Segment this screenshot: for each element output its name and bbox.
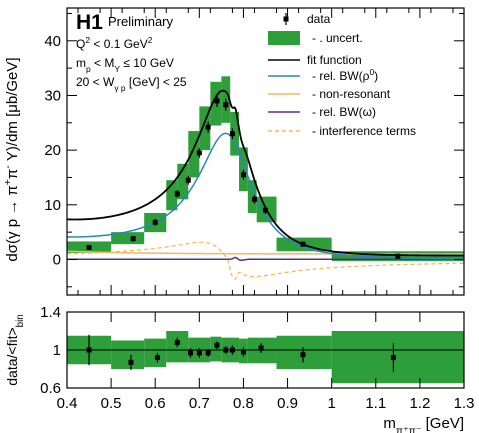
ratio-point-3 bbox=[174, 337, 180, 348]
ratio-uncert-box-1 bbox=[111, 340, 145, 369]
x-tick-label: 1.2 bbox=[409, 395, 430, 412]
data-point-9 bbox=[229, 128, 235, 140]
omega-bw-curve bbox=[67, 256, 464, 262]
ratio-point-12 bbox=[300, 347, 306, 363]
ratio-point-10 bbox=[240, 347, 246, 357]
main-frame bbox=[66, 7, 465, 296]
legend-label-omega: - rel. BW(ω) bbox=[312, 105, 376, 119]
data-point-14 bbox=[395, 253, 401, 259]
data-point-8 bbox=[223, 98, 229, 111]
legend-entry-omega: - rel. BW(ω) bbox=[268, 105, 376, 119]
data-point-5 bbox=[196, 147, 202, 158]
uncert-box-6 bbox=[199, 106, 211, 151]
ratio-uncert-box-10 bbox=[331, 331, 464, 384]
legend-entry-interf: - interference terms bbox=[268, 124, 416, 138]
data-point-12 bbox=[263, 206, 268, 215]
data-point-6 bbox=[205, 121, 211, 133]
legend-entry-nonres: - non-resonant bbox=[268, 87, 391, 101]
ratio-point-2 bbox=[154, 352, 160, 363]
ratio-uncert-box-2 bbox=[144, 338, 167, 368]
legend-entry-fit: fit function bbox=[268, 53, 362, 67]
x-tick-label: 0.7 bbox=[189, 395, 210, 412]
ratio-y-tick-label: 1 bbox=[53, 342, 61, 359]
ratio-panel: 0.6 1 1.4 0.4 0.5 0.6 0.7 0.8 0.9 1 1.1 1.2 1.3 bbox=[40, 304, 474, 412]
ratio-y-tick-label: 0.6 bbox=[40, 380, 61, 397]
ratio-point-0 bbox=[86, 334, 92, 366]
main-panel: 0 10 20 30 40 H1 Preliminary Q2 < 0.1 GeV2 mp < … bbox=[44, 7, 465, 296]
uncert-box-3 bbox=[166, 180, 178, 211]
data-point-11 bbox=[251, 194, 257, 204]
ratio-point-1 bbox=[128, 354, 134, 370]
ratio-point-13 bbox=[390, 343, 396, 372]
experiment-label: H1 bbox=[76, 11, 103, 34]
kinematics-line-2: 20 < Wγ p [GeV] < 25 bbox=[76, 75, 187, 93]
data-point-3 bbox=[174, 190, 180, 198]
x-tick-label: 1 bbox=[327, 395, 335, 412]
x-tick-label: 0.6 bbox=[145, 395, 166, 412]
ratio-point-9 bbox=[229, 345, 235, 355]
legend-entry-rho: - rel. BW(ρ0) bbox=[268, 67, 378, 83]
main-y-tick-label: 10 bbox=[44, 197, 61, 214]
x-tick-label: 0.8 bbox=[233, 395, 254, 412]
data-point-1 bbox=[130, 235, 136, 242]
data-point-10 bbox=[240, 169, 246, 180]
x-tick-label: 1.1 bbox=[365, 395, 386, 412]
figure-labels: dσ(γ p → π+π- Y)/dm [μb/GeV] data/<fit>bi… bbox=[2, 57, 464, 433]
legend-label-nonres: - non-resonant bbox=[312, 87, 391, 101]
data-point-13 bbox=[300, 241, 306, 247]
legend-entry-uncert: - . uncert. bbox=[268, 31, 363, 45]
main-y-axis-title: dσ(γ p → π+π- Y)/dm [μb/GeV] bbox=[2, 57, 21, 261]
main-y-tick-label: 30 bbox=[44, 87, 61, 104]
ratio-point-4 bbox=[188, 348, 194, 358]
interference-curve bbox=[66, 241, 465, 280]
ratio-point-5 bbox=[196, 348, 202, 358]
data-point-4 bbox=[185, 175, 191, 185]
legend-label-rho: - rel. BW(ρ0) bbox=[312, 67, 378, 83]
ratio-point-7 bbox=[214, 341, 220, 350]
main-y-tick-label: 20 bbox=[44, 142, 61, 159]
x-axis-title: mπ⁺π⁻ [GeV] bbox=[383, 415, 464, 433]
legend-label-fit: fit function bbox=[307, 53, 362, 67]
kinematics-line-0: Q2 < 0.1 GeV2 bbox=[76, 35, 153, 51]
uncert-box-10 bbox=[239, 147, 248, 192]
uncert-box-11 bbox=[247, 180, 257, 213]
ratio-y-tick-label: 1.4 bbox=[40, 304, 61, 321]
legend-entry-data: data bbox=[283, 12, 331, 26]
x-tick-label: 0.9 bbox=[277, 395, 298, 412]
status-label: Preliminary bbox=[108, 14, 174, 29]
data-point-7 bbox=[214, 94, 220, 107]
main-y-tick-label: 0 bbox=[53, 251, 61, 268]
ratio-y-axis-title: data/<fit>bin bbox=[4, 314, 26, 385]
data-point-2 bbox=[152, 219, 158, 226]
legend-label-uncert: - . uncert. bbox=[312, 31, 363, 45]
x-tick-label: 0.4 bbox=[57, 395, 78, 412]
uncert-box-7 bbox=[210, 81, 222, 126]
legend-label-data: data bbox=[307, 12, 331, 26]
ratio-uncert-box-5 bbox=[210, 336, 222, 362]
data-point-0 bbox=[86, 244, 92, 250]
kinematics-line-1: mp < MY ≤ 10 GeV bbox=[76, 56, 174, 74]
x-tick-label: 0.5 bbox=[101, 395, 122, 412]
uncert-box-5 bbox=[188, 131, 200, 178]
main-y-tick-label: 40 bbox=[44, 33, 61, 50]
ratio-point-8 bbox=[223, 346, 229, 354]
uncert-box-4 bbox=[177, 163, 189, 200]
uncert-box-1 bbox=[111, 232, 145, 245]
fit-function-curve bbox=[66, 89, 464, 257]
ratio-point-6 bbox=[205, 349, 211, 357]
legend-label-interf: - interference terms bbox=[312, 124, 416, 138]
x-tick-label: 1.3 bbox=[454, 395, 475, 412]
ratio-point-11 bbox=[258, 343, 264, 353]
